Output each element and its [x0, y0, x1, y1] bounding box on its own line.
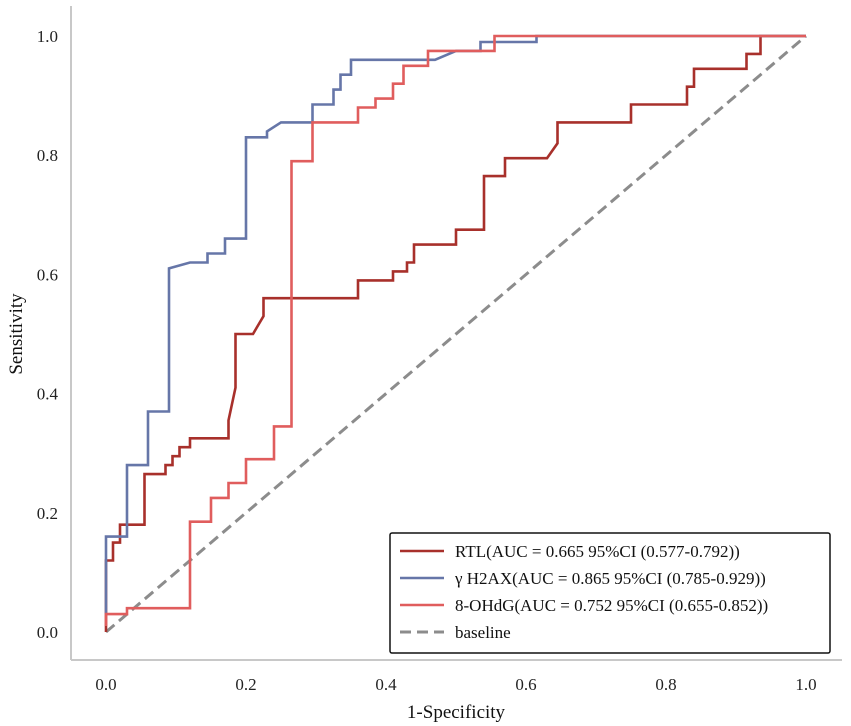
y-tick-label: 1.0: [37, 27, 58, 46]
series-line-baseline: [105, 34, 807, 634]
x-tick-label: 0.6: [515, 675, 536, 694]
y-tick-label: 0.4: [37, 385, 59, 404]
legend-box: [389, 532, 831, 654]
legend-label: γ H2AX(AUC = 0.865 95%CI (0.785-0.929)): [454, 569, 766, 588]
y-tick-label: 0.2: [37, 504, 58, 523]
series-line-2: [104, 34, 806, 626]
legend-label: RTL(AUC = 0.665 95%CI (0.577-0.792)): [455, 542, 740, 561]
y-tick-label: 0.8: [37, 146, 58, 165]
legend-label: 8-OHdG(AUC = 0.752 95%CI (0.655-0.852)): [455, 596, 768, 615]
roc-curves: [104, 34, 807, 634]
x-tick-label: 0.4: [375, 675, 397, 694]
series-line-0: [104, 34, 806, 632]
x-tick-label: 0.8: [655, 675, 676, 694]
legend-label: baseline: [455, 623, 511, 642]
x-tick-labels: 0.0 0.2 0.4 0.6 0.8 1.0: [95, 675, 816, 694]
x-tick-label: 0.2: [235, 675, 256, 694]
legend: RTL(AUC = 0.665 95%CI (0.577-0.792)) γ H2…: [389, 532, 831, 654]
y-tick-labels: 0.0 0.2 0.4 0.6 0.8 1.0: [37, 27, 59, 642]
y-tick-label: 0.0: [37, 623, 58, 642]
legend-entries: RTL(AUC = 0.665 95%CI (0.577-0.792)) γ H2…: [400, 542, 768, 642]
y-tick-label: 0.6: [37, 265, 58, 284]
series-line-1: [104, 34, 806, 615]
y-axis-title: Sensitivity: [6, 293, 27, 375]
x-tick-label: 0.0: [95, 675, 116, 694]
x-tick-label: 1.0: [795, 675, 816, 694]
x-axis-title: 1-Specificity: [407, 702, 506, 723]
